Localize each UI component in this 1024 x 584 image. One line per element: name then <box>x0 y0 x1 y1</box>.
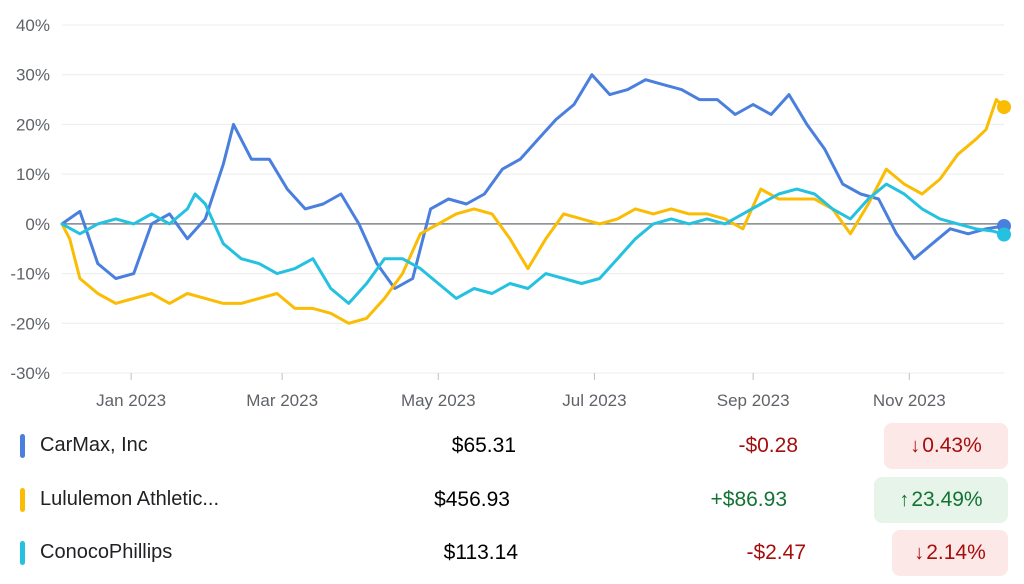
price-change: -$0.28 <box>738 434 798 457</box>
y-tick-label: 40% <box>16 16 50 35</box>
percent-change-badge: ↓ 0.43% <box>884 423 1008 469</box>
stock-price: $65.31 <box>451 434 516 457</box>
percent-change: 23.49% <box>911 488 983 511</box>
stock-row-lululemon[interactable]: Lululemon Athletic... $456.93 +$86.93 ↑ … <box>0 474 1024 526</box>
series-lines <box>60 73 1006 325</box>
x-tick-label: Sep 2023 <box>717 391 790 410</box>
y-tick-label: -30% <box>10 364 50 383</box>
x-tick-label: Jan 2023 <box>96 391 166 410</box>
x-tick-label: Nov 2023 <box>873 391 946 410</box>
price-change: -$2.47 <box>746 541 806 564</box>
series-endpoint-3 <box>997 227 1011 242</box>
percent-change: 0.43% <box>922 434 982 457</box>
percent-change-badge: ↓ 2.14% <box>892 530 1008 576</box>
y-axis-ticks: 40% 30% 20% 10% 0% -10% -20% -30% <box>10 16 50 383</box>
percent-change-badge: ↑ 23.49% <box>874 477 1008 523</box>
comparison-line-chart: 40% 30% 20% 10% 0% -10% -20% -30% Jan 2023 Mar 2… <box>10 16 1011 410</box>
series-endpoint-2 <box>997 100 1011 115</box>
price-change: +$86.93 <box>710 488 788 511</box>
stock-name: Lululemon Athletic... <box>40 488 219 510</box>
grid-lines <box>62 24 1004 374</box>
series-line-3 <box>60 182 1006 305</box>
y-tick-label: 20% <box>16 115 50 134</box>
series-line-2 <box>60 98 1006 325</box>
stock-row-conocophillips[interactable]: ConocoPhillips $113.14 -$2.47 ↓ 2.14% <box>0 527 1024 579</box>
arrow-down-icon: ↓ <box>914 541 925 564</box>
stock-name: CarMax, Inc <box>40 434 148 456</box>
stock-name: ConocoPhillips <box>40 541 173 563</box>
x-axis-ticks: Jan 2023 Mar 2023 May 2023 Jul 2023 Sep 2023… <box>96 373 946 410</box>
stock-row-carmax[interactable]: CarMax, Inc $65.31 -$0.28 ↓ 0.43% <box>0 420 1024 472</box>
stock-price: $113.14 <box>443 541 518 564</box>
x-tick-label: Mar 2023 <box>246 391 318 410</box>
y-tick-label: -10% <box>10 265 50 284</box>
y-tick-label: 10% <box>16 165 50 184</box>
stock-price: $456.93 <box>434 488 510 511</box>
series-line-1 <box>60 73 1006 290</box>
series-endpoints <box>997 100 1011 242</box>
x-tick-label: Jul 2023 <box>562 391 626 410</box>
x-tick-label: May 2023 <box>401 391 476 410</box>
arrow-up-icon: ↑ <box>899 488 910 511</box>
series-color-marker <box>20 434 25 458</box>
y-tick-label: -20% <box>10 314 50 333</box>
y-tick-label: 30% <box>16 66 50 85</box>
series-color-marker <box>20 541 25 565</box>
arrow-down-icon: ↓ <box>910 434 921 457</box>
y-tick-label: 0% <box>25 215 50 234</box>
percent-change: 2.14% <box>926 541 986 564</box>
series-color-marker <box>20 488 25 512</box>
